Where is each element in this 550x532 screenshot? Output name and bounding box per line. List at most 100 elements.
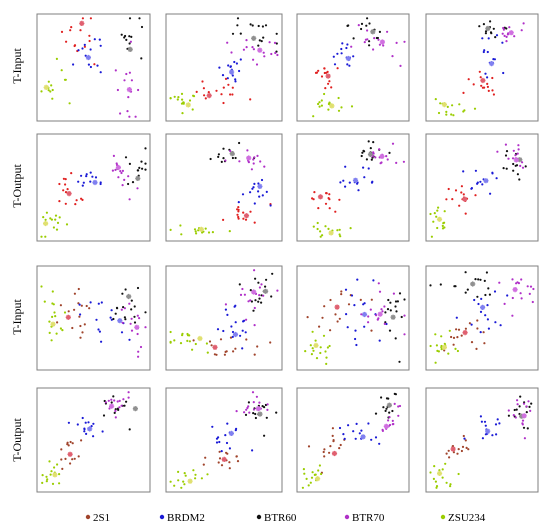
point-BTR60 <box>530 402 533 405</box>
point-ZSU234 <box>448 329 451 332</box>
point-BTR70 <box>403 314 406 317</box>
point-BTR60 <box>128 17 132 20</box>
point-BRDM2 <box>100 301 103 304</box>
point-2S1 <box>83 323 86 326</box>
point-ZSU234 <box>63 311 67 314</box>
point-ZSU234 <box>184 474 187 477</box>
point-2S1 <box>458 204 461 207</box>
point-ZSU234 <box>318 105 321 108</box>
point-BTR70 <box>242 48 245 51</box>
point-2S1 <box>81 331 84 334</box>
point-BRDM2 <box>344 185 347 188</box>
point-2S1 <box>89 17 92 20</box>
point-BRDM2 <box>238 69 241 73</box>
point-BRDM2 <box>362 303 365 306</box>
point-BTR70 <box>251 46 254 49</box>
point-BTR60 <box>249 289 252 292</box>
point-BRDM2 <box>225 441 229 445</box>
point-BTR60 <box>112 395 115 398</box>
highlight-BTR60 <box>517 157 523 163</box>
panel-frame <box>36 265 151 371</box>
highlight-2S1 <box>243 213 250 219</box>
point-BTR60 <box>366 17 369 20</box>
panel-frame <box>425 387 539 493</box>
point-2S1 <box>334 210 337 213</box>
point-ZSU234 <box>437 206 440 209</box>
point-2S1 <box>218 457 222 460</box>
point-ZSU234 <box>435 486 438 489</box>
point-BRDM2 <box>83 43 86 47</box>
point-ZSU234 <box>443 221 446 224</box>
highlight-BTR60 <box>367 151 374 157</box>
point-BTR70 <box>503 302 506 305</box>
point-BTR60 <box>121 292 124 295</box>
point-BRDM2 <box>374 436 378 439</box>
highlight-BRDM2 <box>117 318 123 324</box>
point-ZSU234 <box>326 346 329 349</box>
point-BTR60 <box>141 167 144 170</box>
point-BTR70 <box>253 156 256 159</box>
point-ZSU234 <box>446 105 449 108</box>
point-BTR70 <box>522 402 526 405</box>
point-2S1 <box>234 347 237 350</box>
highlight-BTR60 <box>127 46 133 52</box>
point-BTR70 <box>528 292 531 295</box>
point-ZSU234 <box>169 340 172 343</box>
highlight-BTR60 <box>135 175 141 181</box>
point-ZSU234 <box>47 80 50 83</box>
point-BTR70 <box>136 314 139 317</box>
highlight-2S1 <box>462 330 468 336</box>
point-2S1 <box>452 343 455 346</box>
point-BTR60 <box>128 162 131 165</box>
point-2S1 <box>231 86 234 89</box>
point-BTR60 <box>252 309 255 312</box>
point-2S1 <box>204 97 207 100</box>
point-BTR70 <box>130 79 133 82</box>
legend-marker <box>159 514 165 520</box>
scatter-panel-r3-c3 <box>296 265 410 371</box>
point-BTR60 <box>275 42 278 45</box>
point-ZSU234 <box>445 110 448 113</box>
point-ZSU234 <box>52 226 56 229</box>
point-2S1 <box>222 218 225 221</box>
point-BTR70 <box>129 322 132 325</box>
point-BRDM2 <box>378 339 381 342</box>
point-2S1 <box>237 217 240 220</box>
point-ZSU234 <box>441 468 444 471</box>
highlight-2S1 <box>212 344 218 350</box>
point-BTR70 <box>256 154 259 157</box>
point-ZSU234 <box>327 227 330 230</box>
point-BTR60 <box>138 17 141 20</box>
point-2S1 <box>323 448 326 451</box>
point-2S1 <box>370 298 373 301</box>
point-ZSU234 <box>429 212 432 216</box>
point-BRDM2 <box>239 58 242 61</box>
point-BTR60 <box>382 406 385 409</box>
point-BRDM2 <box>372 279 375 282</box>
point-BRDM2 <box>257 182 260 185</box>
point-BTR60 <box>244 413 248 416</box>
highlight-BTR70 <box>377 311 383 317</box>
point-2S1 <box>492 93 495 96</box>
point-BRDM2 <box>93 38 96 41</box>
point-2S1 <box>487 89 490 92</box>
point-BRDM2 <box>491 172 494 175</box>
point-2S1 <box>468 322 471 325</box>
point-BRDM2 <box>470 323 473 326</box>
point-ZSU234 <box>180 486 183 489</box>
point-2S1 <box>215 89 218 92</box>
point-BRDM2 <box>227 64 230 67</box>
point-BRDM2 <box>77 49 80 52</box>
point-2S1 <box>330 86 333 89</box>
point-BRDM2 <box>224 308 227 311</box>
point-BRDM2 <box>363 176 366 179</box>
point-BRDM2 <box>358 432 361 435</box>
point-BTR60 <box>110 401 113 404</box>
point-BTR60 <box>429 284 432 287</box>
point-ZSU234 <box>319 351 322 355</box>
point-BRDM2 <box>348 181 351 184</box>
point-ZSU234 <box>182 101 185 104</box>
point-BRDM2 <box>385 322 388 326</box>
point-BRDM2 <box>343 437 346 440</box>
point-BTR70 <box>382 44 385 47</box>
